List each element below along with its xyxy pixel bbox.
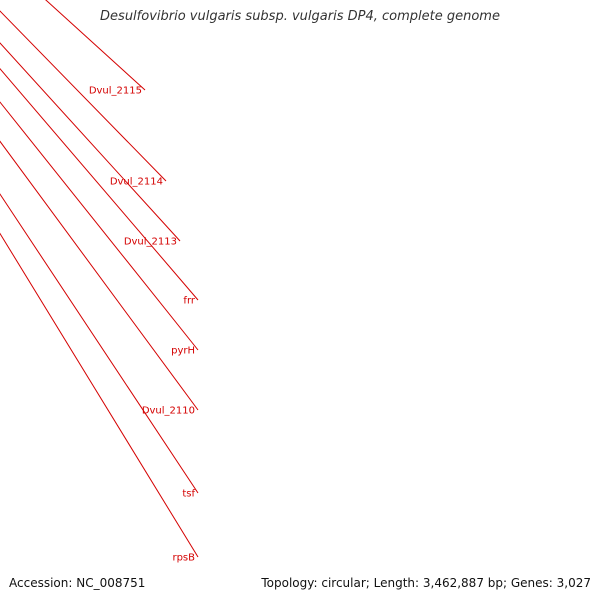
gene-leader-line <box>0 232 199 558</box>
gene-label: Dvul_2110 <box>142 406 195 417</box>
gene-leader-line <box>0 68 199 301</box>
gene-label: Dvul_2115 <box>89 86 142 97</box>
topology-text: Topology: circular; Length: 3,462,887 bp… <box>261 576 591 590</box>
gene-label: Dvul_2114 <box>110 177 163 188</box>
map-title: Desulfovibrio vulgaris subsp. vulgaris D… <box>100 9 500 24</box>
gene-leader-line <box>0 193 199 494</box>
gene-leader-line <box>0 101 199 351</box>
gene-label: Dvul_2113 <box>124 237 177 248</box>
accession-text: Accession: NC_008751 <box>9 576 146 590</box>
gene-label: tsf <box>182 489 195 500</box>
gene-leader-line <box>45 0 146 91</box>
gene-leader-line <box>0 140 199 411</box>
gene-leader-line <box>0 42 181 242</box>
gene-leader-line <box>0 10 167 182</box>
gene-label: pyrH <box>171 346 195 357</box>
gene-label: frr <box>183 296 195 307</box>
gene-label: rpsB <box>172 553 195 564</box>
